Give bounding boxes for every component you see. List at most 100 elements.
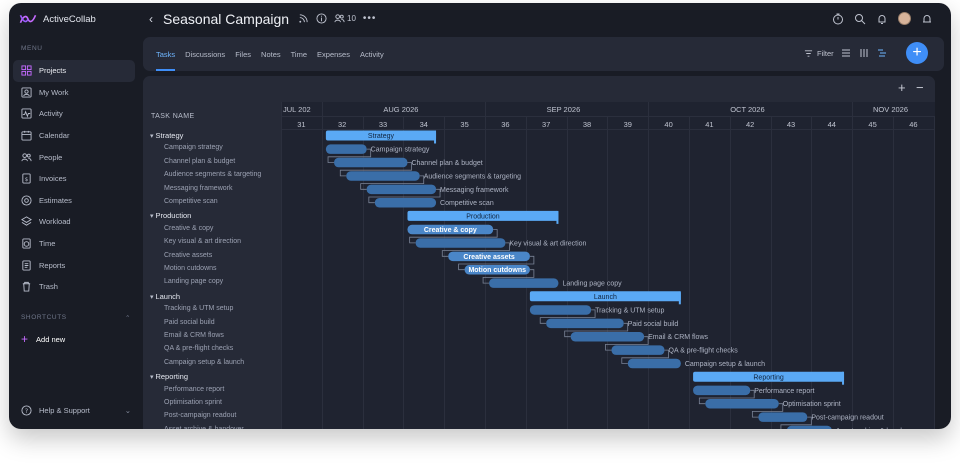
filter-button[interactable]: Filter [804,49,834,58]
task-bar[interactable] [366,184,437,195]
sidebar-item-reports[interactable]: Reports [13,254,135,276]
tab-tasks[interactable]: Tasks [156,37,176,71]
svg-text:?: ? [25,407,28,415]
timeline-view-icon[interactable] [877,48,887,58]
sidebar: ActiveCollab MENU Projects My Work Activit… [9,3,143,429]
task-row-label[interactable]: Motion cutdowns [164,265,217,272]
add-task-button[interactable]: + [906,42,928,64]
tab-activity[interactable]: Activity [359,49,384,59]
sidebar-item-my-work[interactable]: My Work [13,82,135,104]
task-row-label[interactable]: Key visual & art direction [164,238,242,246]
task-row-label[interactable]: Messaging framework [164,184,233,192]
back-arrow-icon[interactable]: ‹ [149,12,153,26]
group-bar-end [842,371,845,385]
task-bar[interactable] [464,265,530,275]
tab-time[interactable]: Time [290,49,308,59]
plus-icon: + [21,332,29,346]
sidebar-item-time[interactable]: Time [13,233,135,255]
group-bar-label: Reporting [753,374,783,381]
group-row-label[interactable]: Production [150,211,191,220]
task-bar[interactable] [374,198,437,208]
sidebar-item-trash[interactable]: Trash [13,276,135,298]
list-view-icon[interactable] [841,48,851,58]
task-bar[interactable] [693,385,751,396]
week-gridline [729,116,731,429]
task-bar[interactable] [346,171,420,181]
more-options-icon[interactable]: ••• [362,13,377,24]
task-row-label[interactable]: Performance report [164,385,225,393]
chevron-up-icon[interactable]: ⌃ [124,315,131,322]
task-bar[interactable] [529,305,592,315]
tab-notes[interactable]: Notes [261,49,281,59]
task-bar[interactable] [570,332,645,342]
info-icon[interactable] [316,13,327,24]
zoom-in-button[interactable]: + [898,80,906,95]
sidebar-item-calendar[interactable]: Calendar [13,125,135,147]
group-row-label[interactable]: Reporting [150,372,188,381]
group-bar-label: Launch [594,294,617,301]
task-row-label[interactable]: Optimisation sprint [164,399,222,406]
task-bar[interactable] [705,399,779,409]
app-logo[interactable]: ActiveCollab [19,12,96,26]
zoom-out-button[interactable]: − [916,80,924,95]
stopwatch-icon[interactable] [832,13,844,25]
task-row-label[interactable]: Email & CRM flows [164,332,224,339]
task-bar[interactable] [627,358,681,369]
rss-icon[interactable] [298,13,309,24]
group-bar[interactable] [325,130,437,141]
tab-files[interactable]: Files [235,49,252,59]
task-row-label[interactable]: Audience segments & targeting [164,171,262,179]
sidebar-item-projects[interactable]: Projects [13,60,135,82]
task-bar[interactable] [407,224,494,235]
task-bar[interactable] [611,345,665,355]
task-bar[interactable] [489,278,559,288]
tab-expenses[interactable]: Expenses [317,49,350,59]
group-bar[interactable] [529,291,681,302]
group-bar[interactable] [407,210,559,221]
column-view-icon[interactable] [859,48,869,58]
task-row-label[interactable]: QA & pre-flight checks [164,345,234,353]
sidebar-item-label: Estimates [39,195,72,205]
group-row-label[interactable]: Launch [150,292,180,301]
sidebar-item-label: Calendar [39,131,70,141]
help-support-button[interactable]: ? Help & Support ⌄ [21,405,131,416]
task-row-label[interactable]: Tracking & UTM setup [164,305,234,313]
week-gridline [811,116,813,429]
task-row-label[interactable]: Campaign setup & launch [164,358,245,366]
task-row-label[interactable]: Post-campaign readout [164,412,237,420]
task-bar[interactable] [758,412,808,422]
task-row-label[interactable]: Paid social build [164,318,215,326]
task-bar[interactable] [787,425,832,429]
task-bar[interactable] [325,144,367,154]
tab-discussions[interactable]: Discussions [185,49,226,59]
task-bar[interactable] [448,251,530,262]
week-label: 42 [746,120,755,129]
sidebar-item-workload[interactable]: Workload [13,211,135,233]
task-row-label[interactable]: Campaign strategy [164,144,223,152]
sidebar-item-people[interactable]: People [13,146,135,168]
grid-icon [21,65,32,76]
search-icon[interactable] [854,13,866,25]
task-list: Strategy Campaign strategy Channel plan & … [143,129,935,429]
group-bar[interactable] [693,371,845,382]
task-row-label[interactable]: Channel plan & budget [164,157,236,165]
task-row-label[interactable]: Creative assets [164,251,213,259]
task-row-label[interactable]: Creative & copy [164,224,214,232]
shortcuts-header[interactable]: SHORTCUTS ⌃ [21,314,131,322]
group-row-label[interactable]: Strategy [150,131,183,140]
sidebar-item-activity[interactable]: Activity [13,103,135,125]
task-row-label[interactable]: Landing page copy [164,278,224,286]
notification-bell-icon[interactable] [876,13,888,25]
task-row-label[interactable]: Competitive scan [164,198,218,205]
dependency-connector [327,148,372,163]
task-bar[interactable] [415,238,506,248]
task-row-label[interactable]: Asset archive & handover [164,426,244,429]
sidebar-item-invoices[interactable]: $ Invoices [13,168,135,190]
alerts-bell-icon[interactable] [921,13,933,25]
sidebar-item-estimates[interactable]: Estimates [13,190,135,212]
task-bar[interactable] [546,318,624,329]
people-count-button[interactable]: 10 [334,13,356,24]
add-new-shortcut-button[interactable]: + Add new [21,332,65,346]
avatar[interactable] [898,12,911,25]
task-bar[interactable] [334,157,408,168]
